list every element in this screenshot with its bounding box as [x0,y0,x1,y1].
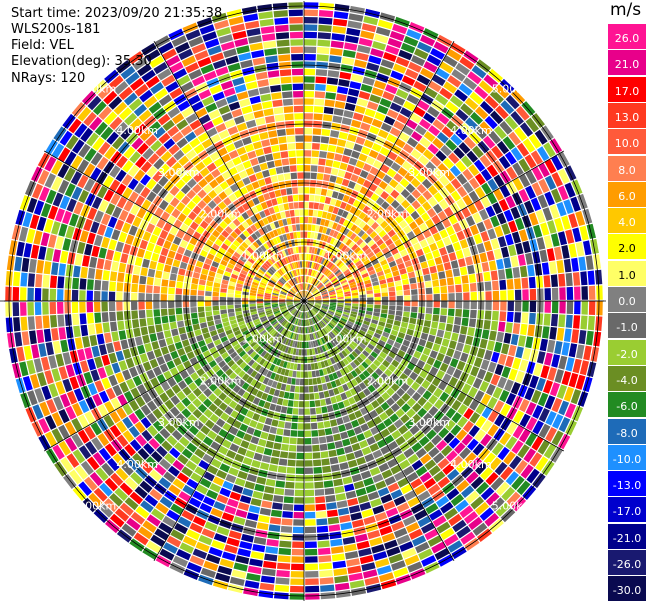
colorbar-tick-label: -4.0 [616,373,638,387]
range-ring-label: 2.00km [200,374,242,387]
colorbar-tick-label: 13.0 [614,110,640,124]
azimuth-spoke [153,300,305,562]
colorbar-swatch [608,76,646,103]
range-ring-label: 1.00km [325,249,367,262]
azimuth-spoke [43,150,305,302]
range-ring-label: 5.00km [75,82,117,95]
station-label: WLS200s-181 [11,22,101,37]
colorbar-swatch [608,208,646,235]
colorbar-swatch [608,339,646,366]
colorbar-swatch [608,287,646,313]
colorbar-unit: m/s [610,0,642,20]
colorbar-swatch [608,392,646,419]
range-ring-label: 2.00km [367,374,409,387]
range-ring-label: 4.00km [450,124,492,137]
azimuth-spoke [303,150,565,302]
colorbar-tick-label: -10.0 [612,452,642,466]
azimuth-spoke [303,40,455,302]
colorbar-tick-label: 1.0 [618,268,636,282]
colorbar-tick-label: -30.0 [612,584,642,598]
colorbar-tick-label: 2.0 [618,242,636,256]
range-ring-label: 1.00km [241,249,283,262]
azimuth-spoke [43,300,305,452]
colorbar-swatch [608,550,646,576]
colorbar-tick-label: -17.0 [612,505,642,519]
colorbar-swatch [608,497,646,524]
range-ring-label: 5.00km [492,500,534,513]
colorbar-swatch [608,365,646,392]
colorbar-tick-label: 8.0 [618,163,636,177]
colorbar-tick-label: 10.0 [614,137,640,151]
colorbar-swatch [608,260,646,287]
range-ring-label: 5.00km [492,82,534,95]
colorbar-tick-label: -21.0 [612,531,642,545]
range-ring-label: 3.00km [158,416,200,429]
azimuth-spoke [303,300,455,562]
colorbar-tick-label: 6.0 [618,189,636,203]
colorbar-tick-label: -13.0 [612,479,642,493]
colorbar-tick-label: 21.0 [614,58,640,72]
colorbar-tick-label: 26.0 [614,32,640,45]
colorbar-tick-label: -6.0 [616,400,638,414]
range-ring-label: 2.00km [200,208,242,221]
range-ring-label: 1.00km [325,333,367,346]
colorbar-swatch [608,471,646,498]
radial-velocity-rays [5,2,603,600]
field-label: Field: VEL [11,38,74,53]
colorbar-swatch [608,444,646,471]
colorbar-swatch [608,50,646,77]
azimuth-spoke [153,40,305,302]
colorbar-swatch [608,102,646,129]
colorbar-tick-label: -1.0 [616,321,638,335]
colorbar-swatch [608,313,646,340]
range-ring-label: 1.00km [241,333,283,346]
colorbar-swatch [608,576,646,603]
colorbar-swatch [608,129,646,156]
colorbar-swatch [608,418,646,445]
colorbar-swatch [608,234,646,261]
range-ring-label: 4.00km [116,458,158,471]
elevation-label: Elevation(deg): 35.30 [11,54,152,69]
colorbar-tick-label: -26.0 [612,558,642,571]
range-ring-label: 3.00km [158,166,200,179]
nrays-label: NRays: 120 [11,71,86,86]
range-ring-label: 4.00km [116,124,158,137]
range-ring-label: 2.00km [367,208,409,221]
range-ring-labels: 1.00km 1.00km 1.00km 1.00km 2.00km 2.00km 2.00… [75,82,534,512]
colorbar-tick-label: -2.0 [616,347,638,361]
azimuth-spokes [0,1,606,601]
azimuth-spoke [303,300,565,452]
start-time-label: Start time: 2023/09/20 21:35:38 [11,6,223,21]
range-ring-label: 3.00km [408,416,450,429]
colorbar-swatch [608,24,646,50]
colorbar-tick-label: 17.0 [614,84,640,98]
colorbar-tick-label: 0.0 [618,295,636,308]
colorbar-tick-label: 4.0 [618,216,636,230]
range-ring-label: 3.00km [408,166,450,179]
range-ring-label: 4.00km [450,458,492,471]
range-ring-label: 5.00km [75,500,117,513]
colorbar-swatch [608,523,646,550]
colorbar-tick-label: -8.0 [616,426,638,440]
colorbar-swatch [608,181,646,208]
colorbar-swatch [608,155,646,182]
